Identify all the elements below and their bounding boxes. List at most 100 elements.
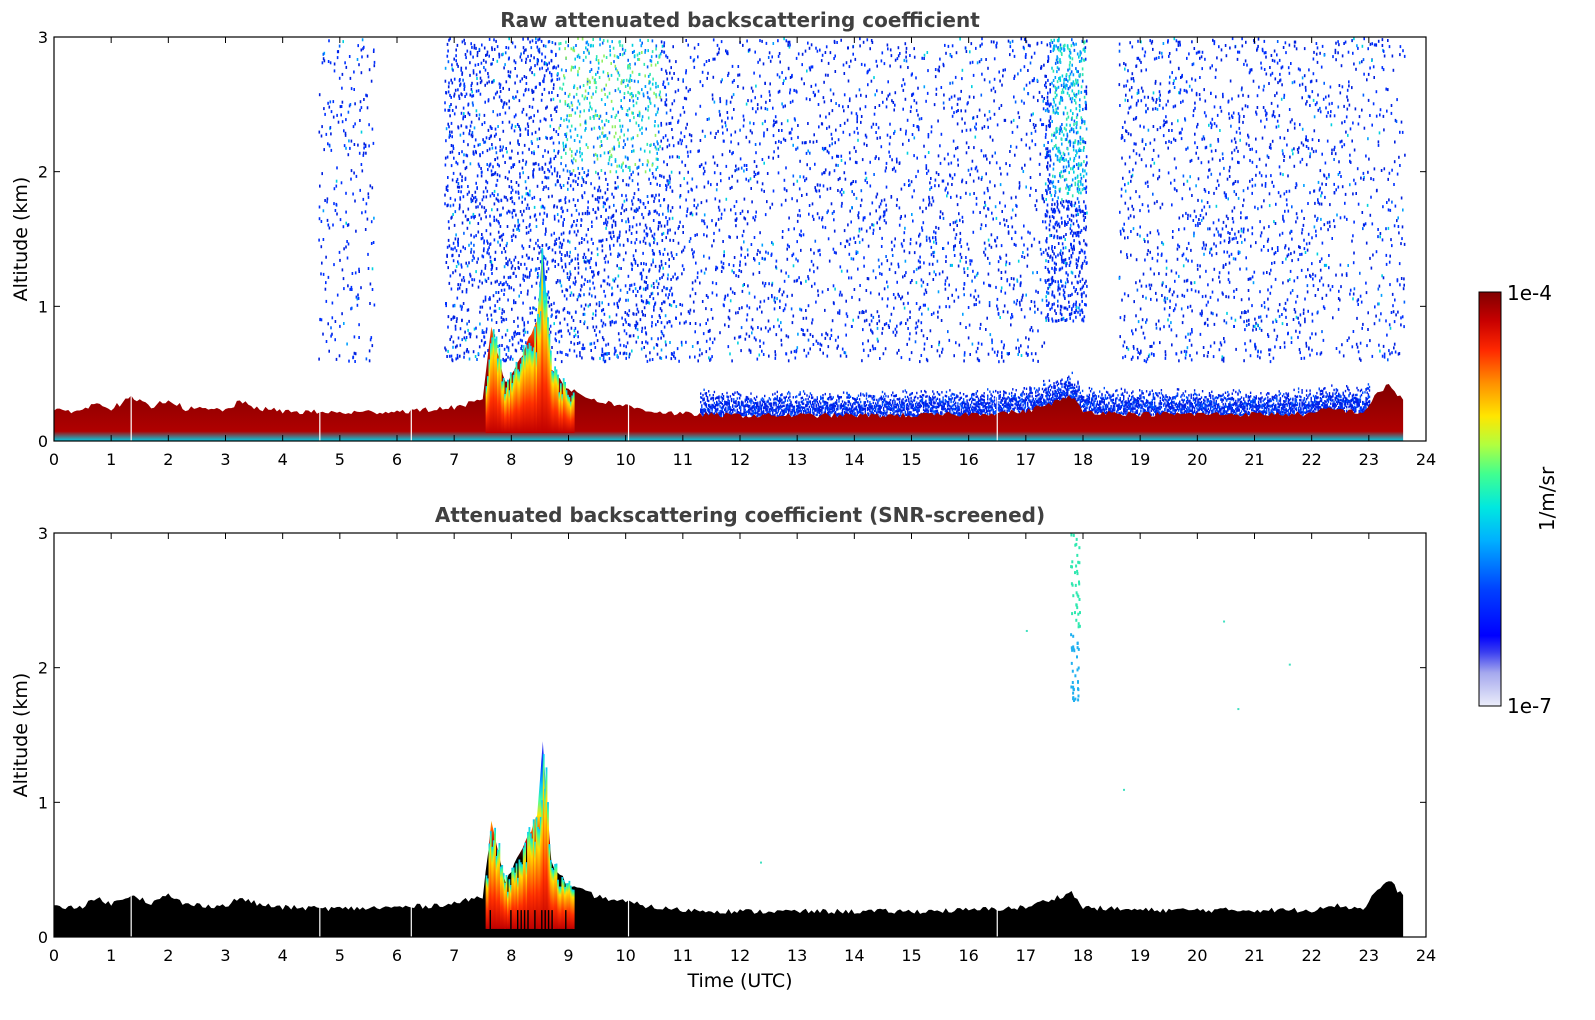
noise-pixel xyxy=(858,311,861,315)
noise-pixel xyxy=(851,295,853,299)
noise-pixel xyxy=(988,243,991,247)
noise-pixel xyxy=(671,189,674,193)
noise-pixel xyxy=(988,283,990,287)
noise-pixel xyxy=(548,40,551,43)
noise-pixel xyxy=(509,70,512,74)
noise-pixel xyxy=(567,103,570,107)
noise-pixel xyxy=(521,151,524,155)
noise-pixel xyxy=(1031,243,1033,247)
noise-pixel xyxy=(465,125,468,129)
noise-pixel xyxy=(830,132,833,136)
noise-pixel xyxy=(474,63,477,67)
noise-pixel xyxy=(521,166,524,170)
noise-pixel xyxy=(554,337,557,341)
noise-pixel xyxy=(933,103,936,107)
noise-pixel xyxy=(616,175,619,179)
noise-pixel xyxy=(535,218,538,222)
noise-pixel xyxy=(594,78,596,82)
noise-pixel xyxy=(462,115,465,119)
noise-pixel xyxy=(743,169,745,173)
noise-pixel xyxy=(896,280,898,284)
noise-pixel xyxy=(981,42,983,46)
noise-pixel xyxy=(637,188,640,192)
noise-pixel xyxy=(659,95,662,99)
noise-pixel xyxy=(852,318,854,322)
noise-pixel xyxy=(981,72,983,76)
noise-pixel xyxy=(462,302,465,305)
noise-pixel xyxy=(821,218,823,222)
noise-pixel xyxy=(619,297,621,301)
noise-pixel xyxy=(706,234,708,238)
noise-pixel xyxy=(348,55,351,58)
noise-pixel xyxy=(850,181,853,185)
noise-pixel xyxy=(496,45,499,49)
noise-pixel xyxy=(583,312,586,316)
noise-pixel xyxy=(873,76,875,80)
noise-pixel xyxy=(1037,359,1039,363)
noise-pixel xyxy=(456,43,459,47)
noise-pixel xyxy=(990,88,993,92)
noise-pixel xyxy=(567,44,569,48)
noise-pixel xyxy=(610,237,613,241)
noise-pixel xyxy=(969,192,971,196)
noise-pixel xyxy=(361,38,364,42)
noise-pixel xyxy=(652,258,654,262)
noise-pixel xyxy=(685,86,688,90)
noise-pixel xyxy=(656,286,659,289)
noise-pixel xyxy=(469,124,472,128)
noise-pixel xyxy=(875,209,877,213)
noise-pixel xyxy=(469,274,472,278)
noise-pixel xyxy=(1027,230,1029,234)
noise-pixel xyxy=(367,267,370,270)
noise-pixel xyxy=(568,92,571,96)
noise-pixel xyxy=(919,305,922,309)
noise-pixel xyxy=(318,93,321,97)
noise-pixel xyxy=(949,263,952,267)
noise-pixel xyxy=(762,281,764,285)
noise-pixel xyxy=(733,292,736,295)
noise-pixel xyxy=(565,56,567,60)
noise-pixel xyxy=(459,172,462,176)
noise-pixel xyxy=(948,283,950,287)
noise-pixel xyxy=(498,221,500,225)
noise-pixel xyxy=(514,235,517,239)
noise-pixel xyxy=(925,166,928,170)
noise-pixel xyxy=(455,265,458,268)
noise-pixel xyxy=(659,266,661,270)
noise-pixel xyxy=(727,116,729,120)
noise-pixel xyxy=(552,141,555,145)
noise-pixel xyxy=(634,259,637,263)
noise-pixel xyxy=(737,274,740,278)
noise-pixel xyxy=(608,357,611,361)
noise-pixel xyxy=(774,350,776,354)
noise-pixel xyxy=(525,186,528,190)
noise-pixel xyxy=(742,284,744,288)
noise-pixel xyxy=(1001,83,1003,87)
noise-pixel xyxy=(1035,289,1037,293)
noise-pixel xyxy=(787,335,790,339)
noise-pixel xyxy=(478,213,481,217)
noise-pixel xyxy=(486,81,488,85)
noise-pixel xyxy=(660,321,663,325)
noise-pixel xyxy=(671,155,674,159)
noise-pixel xyxy=(821,333,823,337)
noise-pixel xyxy=(704,161,707,165)
noise-pixel xyxy=(708,347,711,351)
noise-pixel xyxy=(641,115,644,119)
noise-pixel xyxy=(691,188,693,192)
noise-pixel xyxy=(621,163,623,167)
noise-pixel xyxy=(686,210,688,213)
noise-pixel xyxy=(345,245,347,249)
noise-pixel xyxy=(518,294,520,298)
noise-pixel xyxy=(718,208,721,212)
noise-pixel xyxy=(755,164,758,168)
noise-pixel xyxy=(835,128,837,132)
noise-pixel xyxy=(646,234,648,238)
noise-pixel xyxy=(649,182,652,185)
noise-pixel xyxy=(507,209,510,213)
noise-pixel xyxy=(839,290,842,294)
noise-pixel xyxy=(727,74,729,77)
noise-pixel xyxy=(990,40,993,44)
noise-pixel xyxy=(887,94,889,98)
noise-pixel xyxy=(643,346,645,349)
